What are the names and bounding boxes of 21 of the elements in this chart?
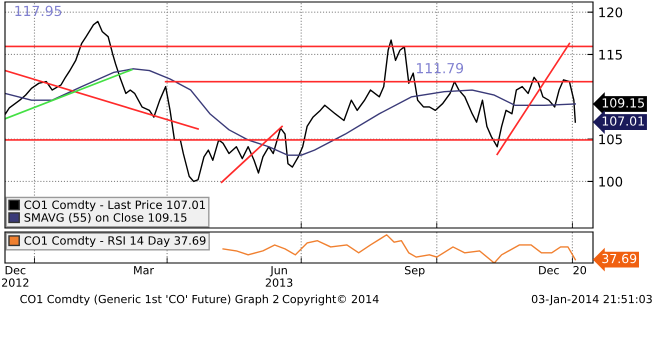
annotation: 37.69 xyxy=(602,254,636,264)
legend-label: CO1 Comdty - RSI 14 Day 37.69 xyxy=(24,236,206,248)
annotation: 111.79 xyxy=(416,62,464,74)
legend-label: SMAVG (55) on Close 109.15 xyxy=(24,212,186,224)
y-tick-label: 105 xyxy=(599,134,622,144)
y-tick-label: 115 xyxy=(599,50,622,60)
text: 03-Jan-2014 21:51:03 xyxy=(532,294,652,306)
x-tick-label: Jun 2013 xyxy=(266,266,292,287)
x-tick-label: Dec 2012 xyxy=(2,266,28,287)
y-tick-label: 100 xyxy=(599,176,622,187)
y-tick-label: 120 xyxy=(599,7,622,18)
x-tick-label: Mar xyxy=(134,266,154,274)
x-tick-label: Dec xyxy=(539,266,559,274)
x-tick-label: 20 xyxy=(573,266,586,274)
text: Copyright© 2014 xyxy=(282,294,379,306)
text: CO1 Comdty (Generic 1st 'CO' Future) Graph 2 xyxy=(20,294,278,306)
x-tick-label: Sep xyxy=(404,266,425,277)
annotation: 117.95 xyxy=(15,6,62,16)
legend-label: CO1 Comdty - Last Price 107.01 xyxy=(24,200,205,212)
annotation: 107.01 xyxy=(602,116,644,126)
annotation: 109.15 xyxy=(602,98,644,108)
